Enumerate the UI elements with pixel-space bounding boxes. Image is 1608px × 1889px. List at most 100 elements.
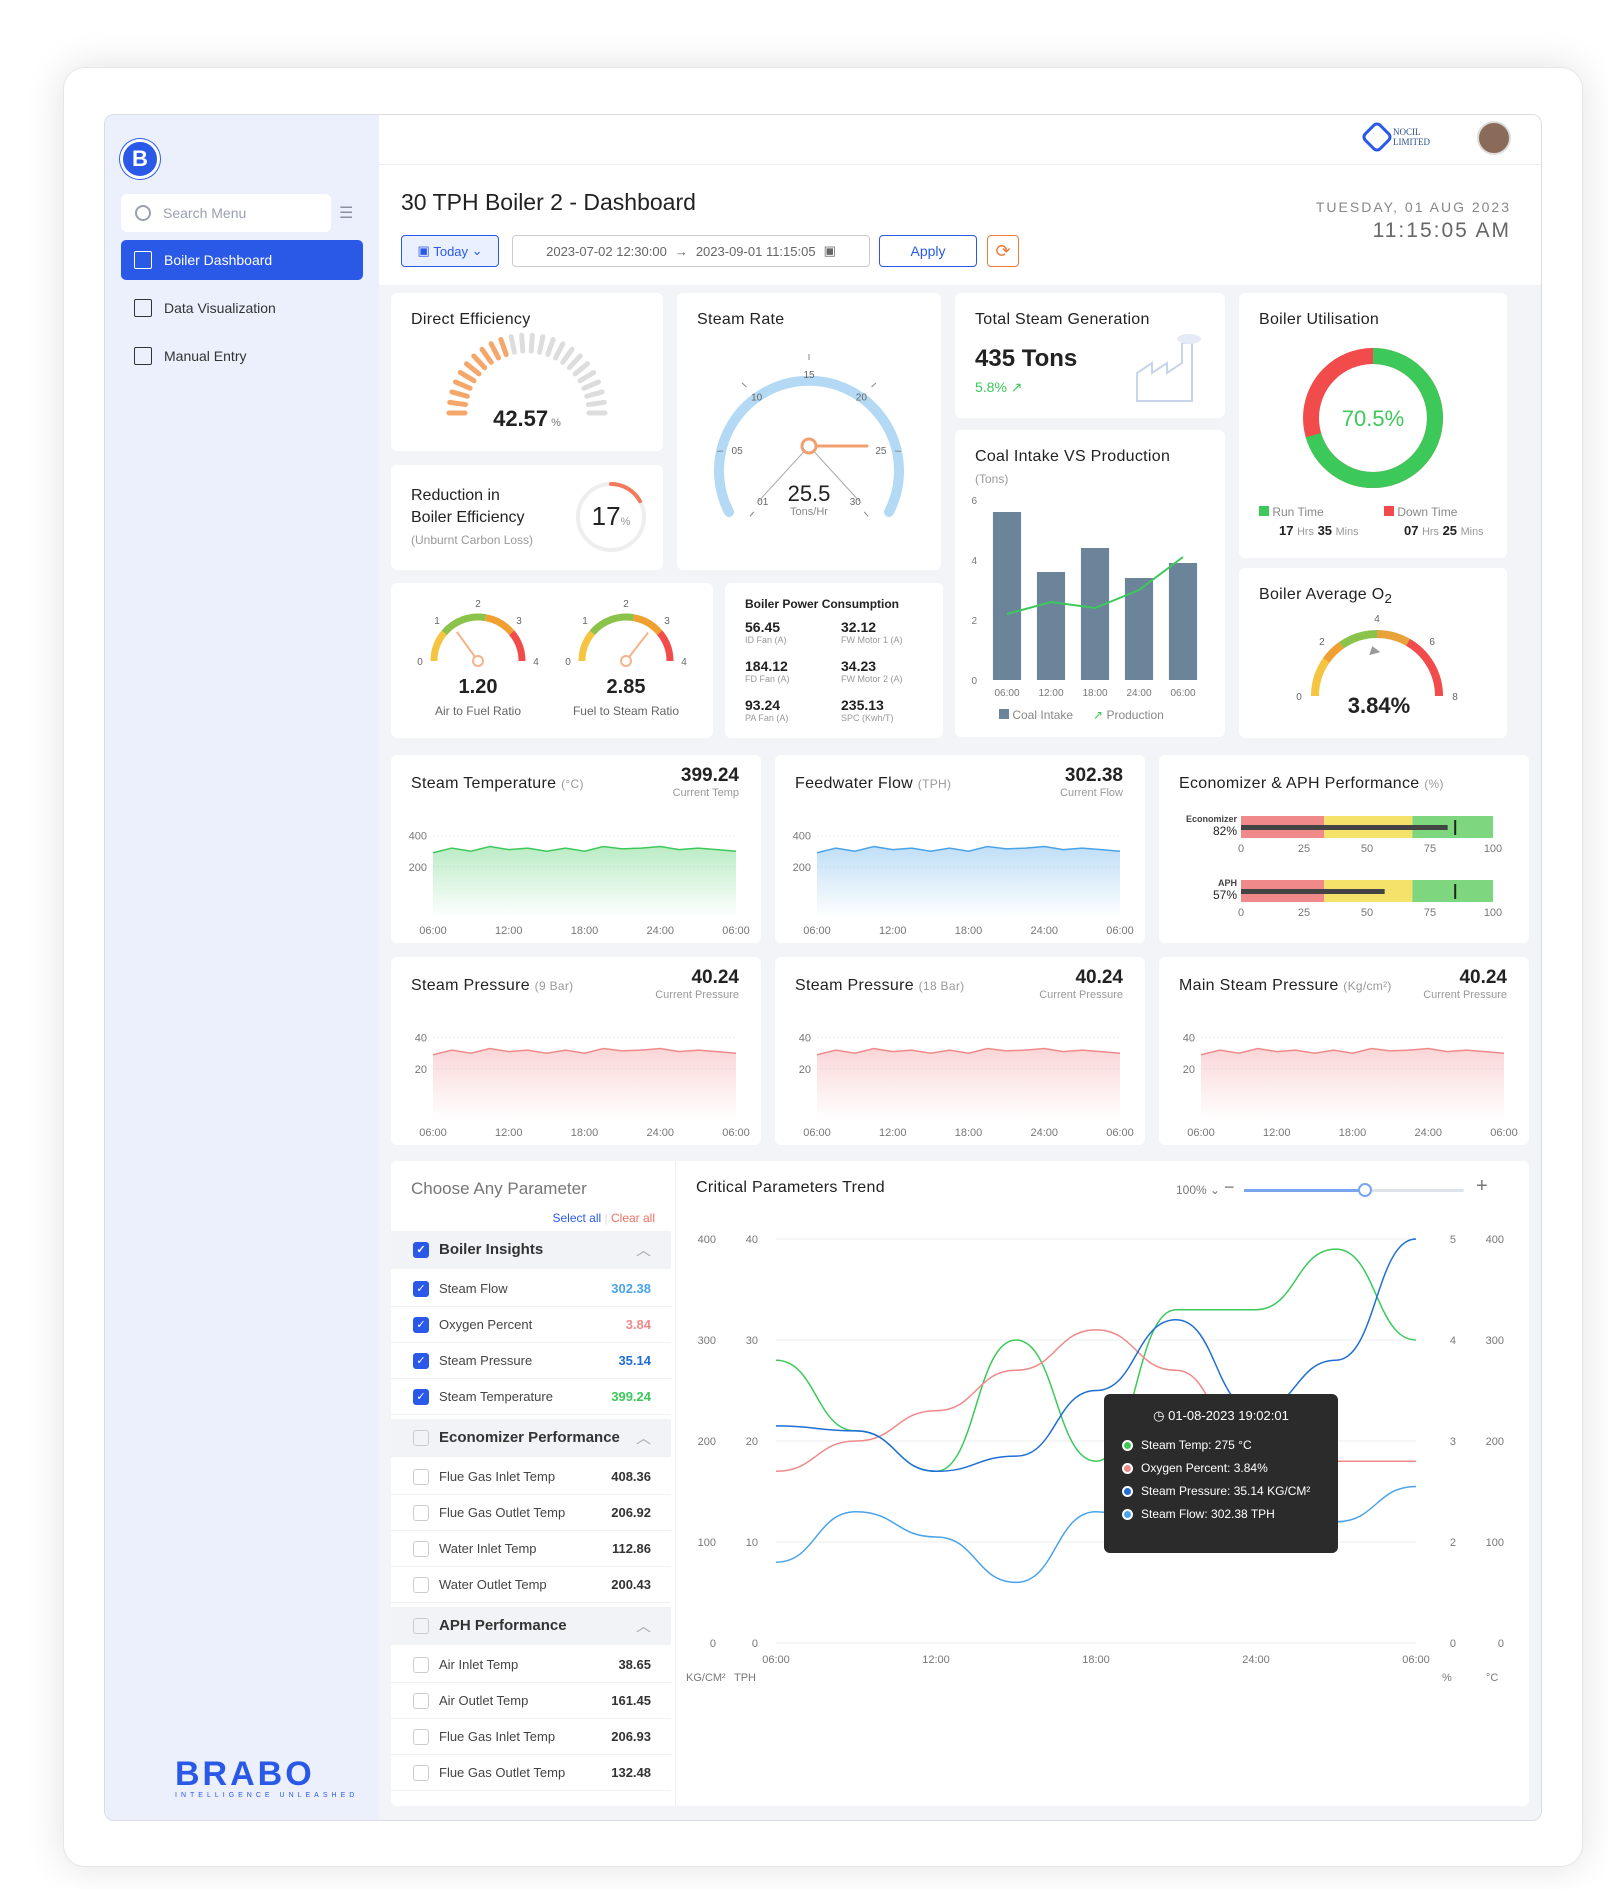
parameter-checkbox[interactable] — [413, 1692, 429, 1709]
parameter-checkbox[interactable] — [413, 1764, 429, 1781]
area-fill — [433, 846, 736, 918]
zoom-out-icon[interactable]: − — [1224, 1177, 1235, 1197]
utilisation-donut: 70.5% — [1303, 348, 1443, 488]
calendar-icon: ▣ — [823, 243, 836, 258]
y-tick-label: 300 — [1486, 1335, 1504, 1347]
parameter-checkbox[interactable] — [413, 1504, 429, 1521]
avatar[interactable] — [1477, 121, 1511, 155]
power-consumption-card: Boiler Power Consumption 56.45 ID Fan (A)… — [725, 583, 943, 738]
date-range-picker[interactable]: 2023-07-02 12:30:00 → 2023-09-01 11:15:0… — [512, 235, 870, 267]
parameter-value: 408.36 — [611, 1469, 651, 1484]
card-title: Steam Pressure (18 Bar) — [795, 977, 965, 994]
parameter-item[interactable]: ✓ Oxygen Percent 3.84 — [391, 1307, 671, 1343]
reduction-sub: (Unburnt Carbon Loss) — [411, 533, 534, 547]
parameter-item[interactable]: Flue Gas Inlet Temp 408.36 — [391, 1459, 671, 1495]
nav-data-visualization[interactable]: Data Visualization — [121, 288, 363, 328]
select-all-link[interactable]: Select all — [552, 1211, 602, 1225]
parameter-checkbox[interactable]: ✓ — [413, 1316, 429, 1333]
parameter-item[interactable]: Flue Gas Outlet Temp 206.92 — [391, 1495, 671, 1531]
refresh-icon[interactable]: ⟳ — [987, 235, 1019, 267]
tick-label: 30 — [850, 497, 862, 508]
parameter-item[interactable]: ✓ Steam Flow 302.38 — [391, 1271, 671, 1307]
parameter-item[interactable]: ✓ Steam Pressure 35.14 — [391, 1343, 671, 1379]
arrow-right-icon: → — [674, 243, 688, 259]
y-tick-label: 2 — [1450, 1537, 1456, 1549]
tooltip-row: Oxygen Percent: 3.84% — [1122, 1461, 1320, 1475]
o2-value: 3.84% — [1348, 693, 1410, 718]
nav-boiler-dashboard[interactable]: Boiler Dashboard — [121, 240, 363, 280]
parameter-item[interactable]: Air Outlet Temp 161.45 — [391, 1683, 671, 1719]
parameter-item[interactable]: ✓ Steam Temperature 399.24 — [391, 1379, 671, 1415]
parameter-checkbox[interactable]: ✓ — [413, 1352, 429, 1369]
clear-all-link[interactable]: Clear all — [610, 1211, 655, 1225]
collapse-menu-icon[interactable]: ☰ — [339, 205, 354, 222]
gauge-tick — [508, 334, 517, 355]
zoom-in-icon[interactable]: + — [1476, 1175, 1488, 1197]
nav-manual-entry[interactable]: Manual Entry — [121, 336, 363, 376]
group-checkbox[interactable]: ✓ — [413, 1241, 429, 1258]
steam-rate-gauge: 01 05 10 15 20 25 30 25.5 Tons/Hr — [714, 354, 904, 518]
series-dot — [1122, 1508, 1133, 1520]
y-tick-label: 6 — [971, 496, 977, 507]
steam-pressure-9-card: Steam Pressure (9 Bar) 40.24 Current Pres… — [391, 957, 761, 1145]
tick-label: 1 — [582, 616, 588, 627]
left-unit: TPH — [734, 1672, 756, 1684]
parameter-group[interactable]: APH Performance ︿ — [391, 1607, 671, 1645]
parameter-group[interactable]: Economizer Performance ︿ — [391, 1419, 671, 1457]
current-time: 11:15:05 AM — [1372, 219, 1511, 242]
y-tick-label: 300 — [698, 1335, 716, 1347]
group-checkbox[interactable] — [413, 1429, 429, 1446]
x-tick-label: 24:00 — [646, 925, 674, 937]
parameter-item[interactable]: Air Inlet Temp 38.65 — [391, 1647, 671, 1683]
zoom-select[interactable]: 100% ⌄ — [1176, 1183, 1221, 1197]
brabo-logo: BRABO INTELLIGENCE UNLEASHED — [175, 1755, 358, 1799]
parameter-checkbox[interactable] — [413, 1656, 429, 1673]
y-tick-label: 3 — [1450, 1436, 1456, 1448]
parameter-name: Steam Pressure — [439, 1353, 533, 1368]
coal-bar — [1124, 578, 1154, 680]
parameter-group[interactable]: ✓ Boiler Insights ︿ — [391, 1231, 671, 1269]
today-dropdown[interactable]: ▣ Today ⌄ — [401, 235, 499, 267]
tick-label: 4 — [1374, 614, 1380, 625]
tick-label: 4 — [681, 657, 687, 668]
parameter-checkbox[interactable] — [413, 1728, 429, 1745]
tick-label: 2 — [1319, 637, 1325, 648]
y-tick-label: 400 — [698, 1234, 716, 1246]
parameter-checkbox[interactable]: ✓ — [413, 1388, 429, 1405]
parameter-checkbox[interactable] — [413, 1576, 429, 1593]
apply-button[interactable]: Apply — [879, 235, 977, 267]
gauge-tick — [741, 382, 747, 388]
nav-label: Data Visualization — [164, 300, 276, 316]
zoom-slider[interactable] — [1244, 1183, 1464, 1197]
x-tick-label: 06:00 — [419, 925, 447, 937]
chevron-up-icon[interactable]: ︿ — [635, 1618, 651, 1635]
gauge-segment — [656, 630, 674, 662]
coal-sub: (Tons) — [975, 472, 1009, 486]
parameter-item[interactable]: Flue Gas Inlet Temp 206.93 — [391, 1719, 671, 1755]
steam-temp-sub: Current Temp — [672, 787, 739, 799]
tooltip-text: Oxygen Percent: 3.84% — [1141, 1461, 1268, 1475]
range-good — [1412, 816, 1493, 838]
x-tick-label: 18:00 — [955, 1127, 983, 1139]
parameter-checkbox[interactable] — [413, 1540, 429, 1557]
gauge-tick — [463, 361, 482, 377]
parameter-checkbox[interactable]: ✓ — [413, 1280, 429, 1297]
parameter-item[interactable]: Water Outlet Temp 200.43 — [391, 1567, 671, 1603]
area-fill — [817, 846, 1120, 918]
search-menu-input[interactable]: Search Menu — [121, 194, 331, 232]
main-steam-pressure-card: Main Steam Pressure (Kg/cm²) 40.24 Curren… — [1159, 957, 1529, 1145]
x-tick-label: 12:00 — [1038, 688, 1063, 699]
parameter-item[interactable]: Water Inlet Temp 112.86 — [391, 1531, 671, 1567]
chevron-up-icon[interactable]: ︿ — [635, 1242, 651, 1259]
tick-label: 100 — [1484, 907, 1502, 919]
chevron-up-icon[interactable]: ︿ — [635, 1430, 651, 1447]
coal-bar — [1080, 548, 1110, 680]
parameter-checkbox[interactable] — [413, 1468, 429, 1485]
gauge-tick — [553, 341, 566, 361]
app-logo[interactable]: B — [120, 139, 160, 179]
x-tick-label: 06:00 — [722, 1127, 750, 1139]
tick-label: 25 — [875, 446, 887, 457]
parameter-item[interactable]: Flue Gas Outlet Temp 132.48 — [391, 1755, 671, 1791]
group-checkbox[interactable] — [413, 1617, 429, 1634]
parameter-value: 161.45 — [611, 1693, 651, 1708]
